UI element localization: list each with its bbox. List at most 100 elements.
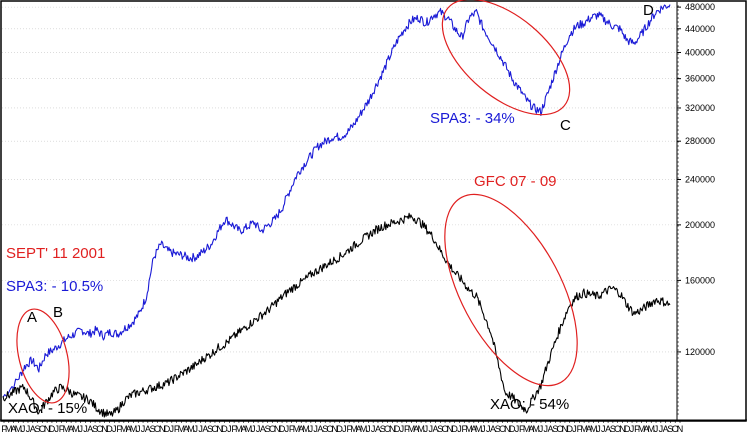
x-tick-label: A [413,424,419,434]
annotation-sept: SEPT' 11 2001 [6,245,105,262]
x-tick-label: O [614,424,621,434]
ellipse-spa3-gfc [441,0,571,116]
x-tick-label: F [231,424,237,434]
x-tick-label: M [465,424,473,434]
y-tick-label: 280000 [685,136,715,146]
y-tick-label: 440000 [685,24,715,34]
x-tick-label: S [92,424,98,434]
x-tick-label: S [322,424,328,434]
x-tick-label: F [462,424,468,434]
x-tick-label: F [346,424,352,434]
y-tick-label: 320000 [685,103,715,113]
x-tick-label: J [21,424,26,434]
annotation-layer: SEPT' 11 2001 SPA3: - 10.5% A B XAO: - 15% GF… [6,2,654,417]
x-tick-label: A [643,424,649,434]
series-line-xao [2,212,671,418]
x-tick-label: N [101,424,108,434]
x-tick-label: O [327,424,334,434]
x-tick-label: A [87,424,93,434]
x-tick-label: J [572,424,577,434]
x-tick-label: M [63,424,71,434]
x-tick-label: J [342,424,347,434]
x-tick-label: J [428,424,433,434]
annotation-d: D [643,2,654,19]
x-tick-label: J [630,424,635,434]
x-tick-label: J [170,424,175,434]
y-axis: 120000 160000 200000 240000 280000 320000 3600… [676,2,715,420]
y-tick-label: 360000 [685,74,715,84]
y-tick-label: 200000 [685,220,715,230]
x-tick-label: J [371,424,376,434]
annotation-spa3-2: SPA3: - 34% [430,110,515,127]
x-tick-label: S [667,424,673,434]
x-tick-label: O [557,424,564,434]
x-tick-label: M [590,424,598,434]
x-tick-label: J [309,424,314,434]
x-tick-label: A [317,424,323,434]
x-tick-label: S [610,424,616,434]
x-tick-label: S [35,424,41,434]
x-tick-label: A [528,424,534,434]
x-tick-label: N [562,424,569,434]
x-tick-label: A [183,424,189,434]
x-tick-label: J [26,424,31,434]
x-tick-label: J [544,424,549,434]
x-tick-label: M [350,424,358,434]
ellipse-layer [16,0,578,404]
x-tick-label: M [408,424,416,434]
x-tick-label: D [624,424,631,434]
annotation-spa3-1: SPA3: - 10.5% [6,278,103,295]
y-tick-label: 480000 [685,2,715,12]
x-tick-label: N [44,424,51,434]
x-tick-label: A [241,424,247,434]
x-tick-label: J [83,424,88,434]
x-tick-label: J [400,424,405,434]
x-tick-label: F [519,424,525,434]
x-tick-label: J [457,424,462,434]
x-tick-label: D [221,424,228,434]
x-tick-label: M [235,424,243,434]
y-tick-label: 240000 [685,175,715,185]
x-tick-label: M [647,424,655,434]
x-tick-label: N [389,424,396,434]
x-tick-label: A [68,424,74,434]
x-tick-label: A [471,424,477,434]
ellipse-xao-gfc [444,193,578,387]
x-tick-label: D [164,424,171,434]
x-tick-label: D [106,424,113,434]
plot-frame [0,0,747,422]
x-tick-label: A [548,424,554,434]
x-tick-label: O [672,424,679,434]
x-tick-label: S [265,424,271,434]
x-tick-label: A [375,424,381,434]
y-tick-label: 160000 [685,275,715,285]
x-tick-label: F [634,424,640,434]
x-tick-label: A [11,424,17,434]
x-tick-label: M [360,424,368,434]
x-tick-label: O [442,424,449,434]
x-tick-label: J [256,424,261,434]
x-tick-label: O [154,424,161,434]
x-tick-label: A [260,424,266,434]
x-tick-label: J [54,424,59,434]
x-tick-label: M [187,424,195,434]
x-tick-label: M [293,424,301,434]
x-tick-label: M [120,424,128,434]
x-tick-label: J [313,424,318,434]
x-tick-label: M [5,424,13,434]
annotation-b: B [53,304,63,321]
x-tick-label: N [159,424,166,434]
x-tick-label: D [451,424,458,434]
x-tick-label: O [384,424,391,434]
y-tick-label: 400000 [685,47,715,57]
x-tick-label: A [605,424,611,434]
x-tick-label: S [552,424,558,434]
x-tick-label: D [394,424,401,434]
x-tick-label: J [366,424,371,434]
x-tick-label: D [509,424,516,434]
x-tick-label: M [532,424,540,434]
x-tick-label: F [59,424,65,434]
x-tick-label: F [174,424,180,434]
